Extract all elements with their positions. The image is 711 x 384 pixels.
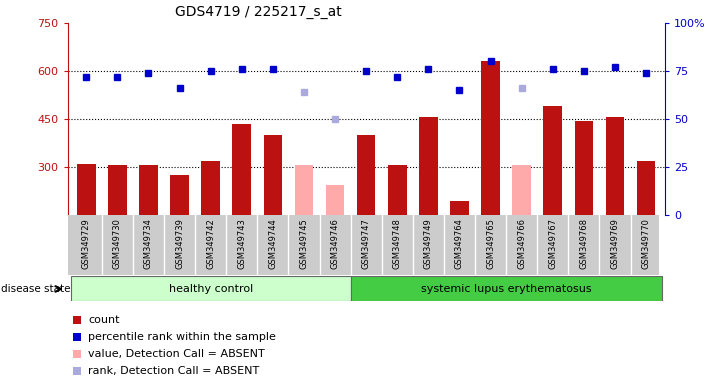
Bar <box>294 166 314 215</box>
Bar <box>170 175 189 215</box>
Text: GSM349766: GSM349766 <box>517 218 526 269</box>
Text: GSM349744: GSM349744 <box>268 218 277 269</box>
Text: GSM349765: GSM349765 <box>486 218 495 269</box>
Bar <box>481 61 500 215</box>
Text: GSM349769: GSM349769 <box>611 218 619 269</box>
Bar <box>388 166 407 215</box>
Text: GSM349730: GSM349730 <box>113 218 122 269</box>
Bar <box>201 161 220 215</box>
Text: disease state: disease state <box>1 284 71 294</box>
Bar <box>351 276 662 301</box>
Text: GSM349742: GSM349742 <box>206 218 215 269</box>
Text: GSM349739: GSM349739 <box>175 218 184 269</box>
Bar <box>232 124 251 215</box>
Text: GSM349749: GSM349749 <box>424 218 433 269</box>
Bar <box>70 276 351 301</box>
Text: GDS4719 / 225217_s_at: GDS4719 / 225217_s_at <box>175 5 342 19</box>
Text: GSM349768: GSM349768 <box>579 218 589 269</box>
Text: healthy control: healthy control <box>169 284 252 294</box>
Text: GSM349767: GSM349767 <box>548 218 557 269</box>
Bar <box>264 135 282 215</box>
Bar <box>139 166 158 215</box>
Text: GSM349770: GSM349770 <box>641 218 651 269</box>
Bar <box>543 106 562 215</box>
Bar <box>77 164 95 215</box>
Text: value, Detection Call = ABSENT: value, Detection Call = ABSENT <box>88 349 265 359</box>
Text: percentile rank within the sample: percentile rank within the sample <box>88 332 277 342</box>
Text: GSM349747: GSM349747 <box>362 218 370 269</box>
Bar <box>419 118 438 215</box>
Text: GSM349764: GSM349764 <box>455 218 464 269</box>
Text: GSM349746: GSM349746 <box>331 218 340 269</box>
Text: GSM349745: GSM349745 <box>299 218 309 269</box>
Text: GSM349729: GSM349729 <box>82 218 91 269</box>
Text: count: count <box>88 315 120 325</box>
Text: GSM349748: GSM349748 <box>392 218 402 269</box>
Text: rank, Detection Call = ABSENT: rank, Detection Call = ABSENT <box>88 366 260 376</box>
Bar <box>326 185 344 215</box>
Bar <box>450 200 469 215</box>
Bar <box>108 166 127 215</box>
Bar <box>513 166 531 215</box>
Bar <box>606 118 624 215</box>
Text: systemic lupus erythematosus: systemic lupus erythematosus <box>421 284 592 294</box>
Bar <box>637 161 656 215</box>
Bar <box>574 121 593 215</box>
Text: GSM349743: GSM349743 <box>237 218 246 269</box>
Bar <box>357 135 375 215</box>
Text: GSM349734: GSM349734 <box>144 218 153 269</box>
